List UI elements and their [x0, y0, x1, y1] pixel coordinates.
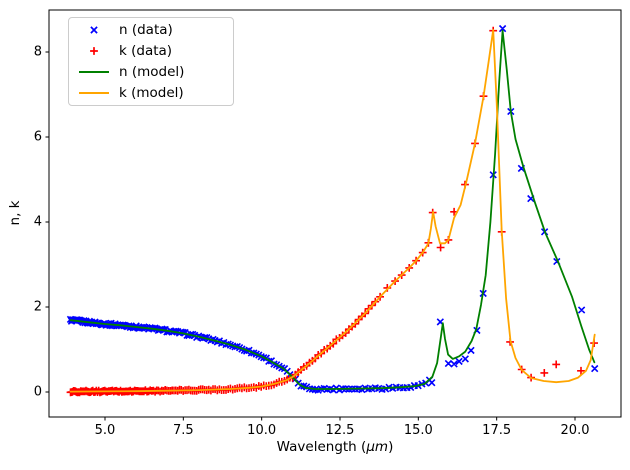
- x-axis-label-prefix: Wavelength (: [276, 439, 367, 455]
- legend-label: k (data): [119, 43, 173, 60]
- legend-item-n-data: n (data): [69, 20, 233, 41]
- x-tick-label: 12.5: [325, 423, 355, 438]
- legend-label: n (model): [119, 63, 185, 80]
- legend-item-k-data: k (data): [69, 41, 233, 62]
- y-tick-label: 2: [33, 299, 42, 315]
- axes-group: [45, 9, 622, 421]
- legend-item-n-model: n (model): [69, 62, 233, 83]
- legend: n (data) k (data) n (model) k (model): [68, 17, 234, 106]
- plot-border: [48, 9, 622, 418]
- x-marker-icon: [90, 26, 98, 35]
- series-k-model: [69, 29, 596, 393]
- x-axis-label-unit: μm: [366, 439, 389, 455]
- x-tick-label: 15.0: [403, 423, 433, 438]
- x-axis-label-suffix: ): [388, 439, 394, 455]
- y-axis-label: n, k: [7, 200, 23, 226]
- x-tick-label: 7.5: [172, 423, 194, 438]
- legend-label: n (data): [119, 22, 173, 39]
- y-tick-label: 8: [33, 44, 42, 60]
- legend-label: k (model): [119, 84, 184, 101]
- series-group: [66, 24, 599, 397]
- y-tick-label: 0: [33, 384, 42, 400]
- line-swatch-icon: [79, 70, 109, 73]
- y-tick-label: 6: [33, 129, 42, 145]
- plus-marker-icon: [90, 47, 98, 56]
- x-tick-label: 20.0: [560, 423, 590, 438]
- x-tick-label: 5.0: [94, 423, 116, 438]
- x-axis-label: Wavelength (μm): [277, 439, 394, 455]
- line-swatch-icon: [79, 91, 109, 94]
- legend-item-k-model: k (model): [69, 82, 233, 103]
- series-n-model: [69, 29, 596, 390]
- x-tick-label: 10.0: [247, 423, 277, 438]
- x-tick-label: 17.5: [482, 423, 512, 438]
- y-tick-label: 4: [33, 214, 42, 230]
